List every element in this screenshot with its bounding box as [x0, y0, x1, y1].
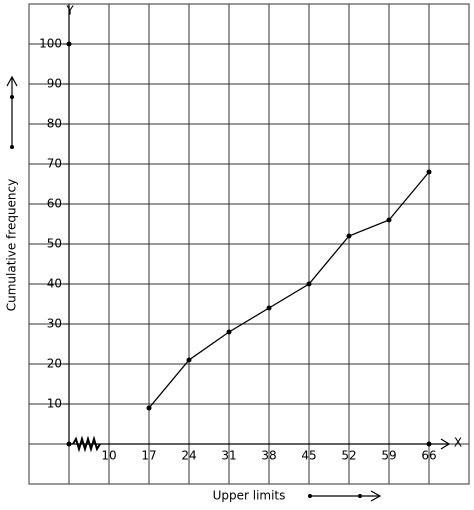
- x-axis-letter: X: [454, 436, 462, 450]
- y-tick-label: 30: [47, 317, 62, 331]
- decorations: [6, 4, 451, 502]
- dot: [10, 95, 14, 99]
- y-direction-arrowhead: [6, 75, 18, 87]
- dot: [10, 145, 14, 149]
- data-point: [426, 169, 432, 175]
- dot: [308, 494, 312, 498]
- grid: [28, 3, 470, 485]
- y-tick-label: 40: [47, 277, 62, 291]
- dot: [426, 441, 432, 447]
- x-tick-label: 17: [141, 449, 156, 463]
- dot: [358, 494, 362, 498]
- x-tick-label: 45: [301, 449, 316, 463]
- x-tick-label: 31: [221, 449, 236, 463]
- data-point: [186, 357, 192, 363]
- y-tick-label: 80: [47, 117, 62, 131]
- y-tick-label: 60: [47, 197, 62, 211]
- dot: [66, 441, 72, 447]
- x-tick-label: 59: [381, 449, 396, 463]
- decor-dots: [10, 41, 432, 498]
- x-tick-label: 24: [181, 449, 196, 463]
- data-line: [148, 171, 430, 409]
- y-axis-letter: Y: [65, 4, 74, 18]
- data-point: [266, 305, 272, 311]
- x-direction-arrowhead: [370, 490, 382, 502]
- y-axis-title: Cumulative frequency: [5, 179, 19, 312]
- data-point: [226, 329, 232, 335]
- data-point: [146, 405, 152, 411]
- x-tick-label: 38: [261, 449, 276, 463]
- x-tick-label: 66: [421, 449, 436, 463]
- x-tick-label: 10: [101, 449, 116, 463]
- data-point: [306, 281, 312, 287]
- y-tick-label: 10: [47, 397, 62, 411]
- x-axis-title: Upper limits: [213, 489, 286, 503]
- y-tick-label: 70: [47, 157, 62, 171]
- data-point: [386, 217, 392, 223]
- axis-break: [72, 435, 101, 453]
- x-tick-label: 52: [341, 449, 356, 463]
- y-tick-label: 20: [47, 357, 62, 371]
- y-tick-label: 100: [39, 37, 62, 51]
- y-tick-label: 50: [47, 237, 62, 251]
- y-tick-label: 90: [47, 77, 62, 91]
- x-arrow: [440, 438, 451, 450]
- data-point: [346, 233, 352, 239]
